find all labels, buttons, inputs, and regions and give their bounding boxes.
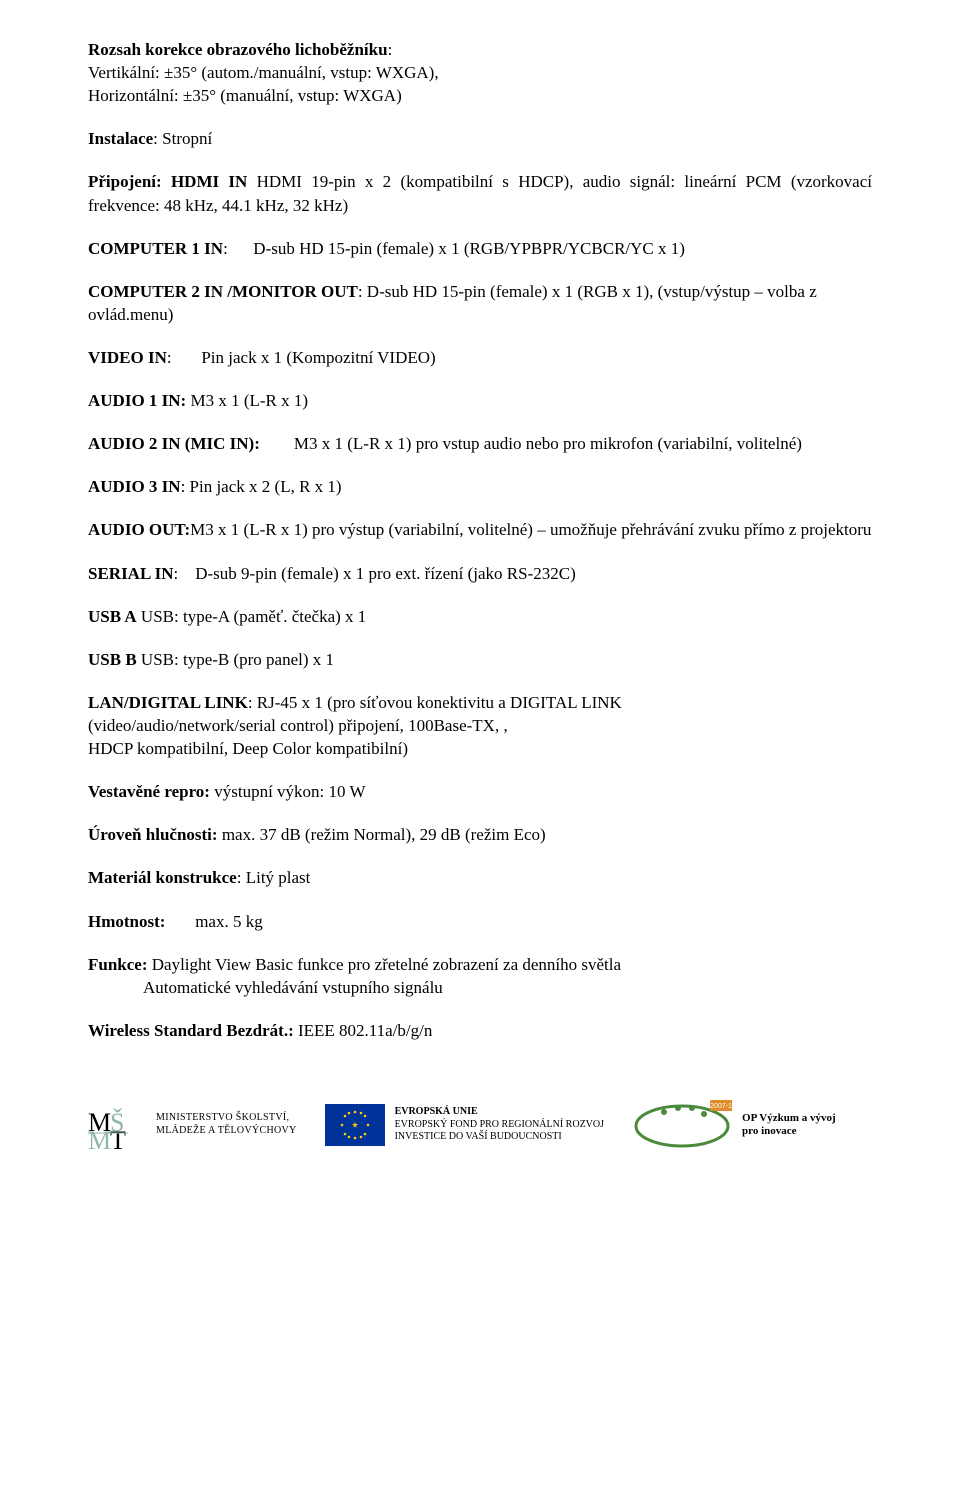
speaker-value: výstupní výkon: 10 W [210, 782, 366, 801]
lan-line2: (video/audio/network/serial control) při… [88, 716, 508, 735]
comp1-label: COMPUTER 1 IN [88, 239, 223, 258]
audio3-label: AUDIO 3 IN [88, 477, 181, 496]
video-block: VIDEO IN: Pin jack x 1 (Kompozitní VIDEO… [88, 346, 872, 369]
video-label: VIDEO IN [88, 348, 167, 367]
op-icon: 2007-13 [632, 1098, 732, 1152]
lan-label: LAN/DIGITAL LINK [88, 693, 248, 712]
eu-line3: INVESTICE DO VAŠÍ BUDOUCNOSTI [395, 1131, 604, 1144]
audio1-label: AUDIO 1 IN: [88, 391, 186, 410]
audio1-block: AUDIO 1 IN: M3 x 1 (L-R x 1) [88, 389, 872, 412]
audioout-value: M3 x 1 (L-R x 1) pro výstup (variabilní,… [190, 520, 871, 539]
usbb-value: USB: type-B (pro panel) x 1 [137, 650, 334, 669]
material-block: Materiál konstrukce: Litý plast [88, 866, 872, 889]
install-value: : Stropní [153, 129, 212, 148]
op-text: OP Výzkum a vývoj pro inovace [742, 1112, 836, 1138]
comp2-label: COMPUTER 2 IN /MONITOR OUT [88, 282, 358, 301]
audio1-value: M3 x 1 (L-R x 1) [186, 391, 308, 410]
usba-label: USB A [88, 607, 137, 626]
op-line2: pro inovace [742, 1125, 836, 1138]
serial-label: SERIAL IN [88, 564, 174, 583]
eu-logo: EVROPSKÁ UNIE EVROPSKÝ FOND PRO REGIONÁL… [325, 1104, 604, 1146]
eu-flag-icon [325, 1104, 385, 1146]
usbb-block: USB B USB: type-B (pro panel) x 1 [88, 648, 872, 671]
hdmi-label: Připojení: HDMI IN [88, 172, 247, 191]
weight-value: max. 5 kg [165, 912, 262, 931]
hdmi-block: Připojení: HDMI IN HDMI 19-pin x 2 (komp… [88, 170, 872, 216]
svg-text:2007-13: 2007-13 [710, 1103, 732, 1110]
keystone-vert: Vertikální: ±35° (autom./manuální, vstup… [88, 63, 439, 82]
op-line1: OP Výzkum a vývoj [742, 1112, 836, 1125]
usbb-label: USB B [88, 650, 137, 669]
eu-line1: EVROPSKÁ UNIE [395, 1106, 604, 1119]
footer-logos: M Š M T MINISTERSTVO ŠKOLSTVÍ, MLÁDEŽE A… [88, 1098, 872, 1152]
svg-text:M: M [88, 1126, 111, 1149]
eu-text: EVROPSKÁ UNIE EVROPSKÝ FOND PRO REGIONÁL… [395, 1106, 604, 1144]
svg-text:T: T [110, 1126, 126, 1149]
keystone-block: Rozsah korekce obrazového lichoběžníku: … [88, 38, 872, 107]
comp1-block: COMPUTER 1 IN: D-sub HD 15-pin (female) … [88, 237, 872, 260]
keystone-sep: : [388, 40, 393, 59]
msmt-text: MINISTERSTVO ŠKOLSTVÍ, MLÁDEŽE A TĚLOVÝC… [156, 1112, 297, 1137]
audio3-value: : Pin jack x 2 (L, R x 1) [181, 477, 342, 496]
serial-value: : D-sub 9-pin (female) x 1 pro ext. říze… [174, 564, 576, 583]
keystone-horz: Horizontální: ±35° (manuální, vstup: WXG… [88, 86, 402, 105]
audioout-label: AUDIO OUT: [88, 520, 190, 539]
speaker-block: Vestavěné repro: výstupní výkon: 10 W [88, 780, 872, 803]
msmt-icon: M Š M T [88, 1101, 146, 1149]
audio2-block: AUDIO 2 IN (MIC IN): M3 x 1 (L-R x 1) pr… [88, 432, 872, 455]
material-label: Materiál konstrukce [88, 868, 237, 887]
video-value: : Pin jack x 1 (Kompozitní VIDEO) [167, 348, 436, 367]
func-value2: Automatické vyhledávání vstupního signál… [88, 976, 443, 999]
lan-line1: : RJ-45 x 1 (pro síťovou konektivitu a D… [248, 693, 622, 712]
comp1-value: : D-sub HD 15-pin (female) x 1 (RGB/YPBP… [223, 239, 685, 258]
noise-label: Úroveň hlučnosti: [88, 825, 218, 844]
eu-line2: EVROPSKÝ FOND PRO REGIONÁLNÍ ROZVOJ [395, 1119, 604, 1132]
msmt-logo: M Š M T MINISTERSTVO ŠKOLSTVÍ, MLÁDEŽE A… [88, 1101, 297, 1149]
func-block: Funkce: Daylight View Basic funkce pro z… [88, 953, 872, 999]
noise-value: max. 37 dB (režim Normal), 29 dB (režim … [218, 825, 546, 844]
wireless-value: IEEE 802.11a/b/g/n [294, 1021, 433, 1040]
audio3-block: AUDIO 3 IN: Pin jack x 2 (L, R x 1) [88, 475, 872, 498]
audioout-block: AUDIO OUT:M3 x 1 (L-R x 1) pro výstup (v… [88, 518, 872, 541]
weight-label: Hmotnost: [88, 912, 165, 931]
op-logo: 2007-13 OP Výzkum a vývoj pro inovace [632, 1098, 836, 1152]
audio2-label: AUDIO 2 IN (MIC IN): [88, 434, 260, 453]
wireless-block: Wireless Standard Bezdrát.: IEEE 802.11a… [88, 1019, 872, 1042]
wireless-label: Wireless Standard Bezdrát.: [88, 1021, 294, 1040]
speaker-label: Vestavěné repro: [88, 782, 210, 801]
usba-block: USB A USB: type-A (paměť. čtečka) x 1 [88, 605, 872, 628]
weight-block: Hmotnost: max. 5 kg [88, 910, 872, 933]
msmt-line2: MLÁDEŽE A TĚLOVÝCHOVY [156, 1125, 297, 1138]
document-page: Rozsah korekce obrazového lichoběžníku : … [0, 0, 960, 1182]
audio2-value: M3 x 1 (L-R x 1) pro vstup audio nebo pr… [260, 434, 802, 453]
comp2-block: COMPUTER 2 IN /MONITOR OUT: D-sub HD 15-… [88, 280, 872, 326]
func-label: Funkce: [88, 955, 148, 974]
usba-value: USB: type-A (paměť. čtečka) x 1 [137, 607, 367, 626]
install-block: Instalace: Stropní [88, 127, 872, 150]
lan-line3: HDCP kompatibilní, Deep Color kompatibil… [88, 739, 408, 758]
material-value: : Litý plast [237, 868, 311, 887]
keystone-label: Rozsah korekce obrazového lichoběžníku [88, 40, 388, 59]
noise-block: Úroveň hlučnosti: max. 37 dB (režim Norm… [88, 823, 872, 846]
func-value1: Daylight View Basic funkce pro zřetelné … [148, 955, 622, 974]
lan-block: LAN/DIGITAL LINK: RJ-45 x 1 (pro síťovou… [88, 691, 872, 760]
msmt-line1: MINISTERSTVO ŠKOLSTVÍ, [156, 1112, 297, 1125]
serial-block: SERIAL IN: D-sub 9-pin (female) x 1 pro … [88, 562, 872, 585]
install-label: Instalace [88, 129, 153, 148]
